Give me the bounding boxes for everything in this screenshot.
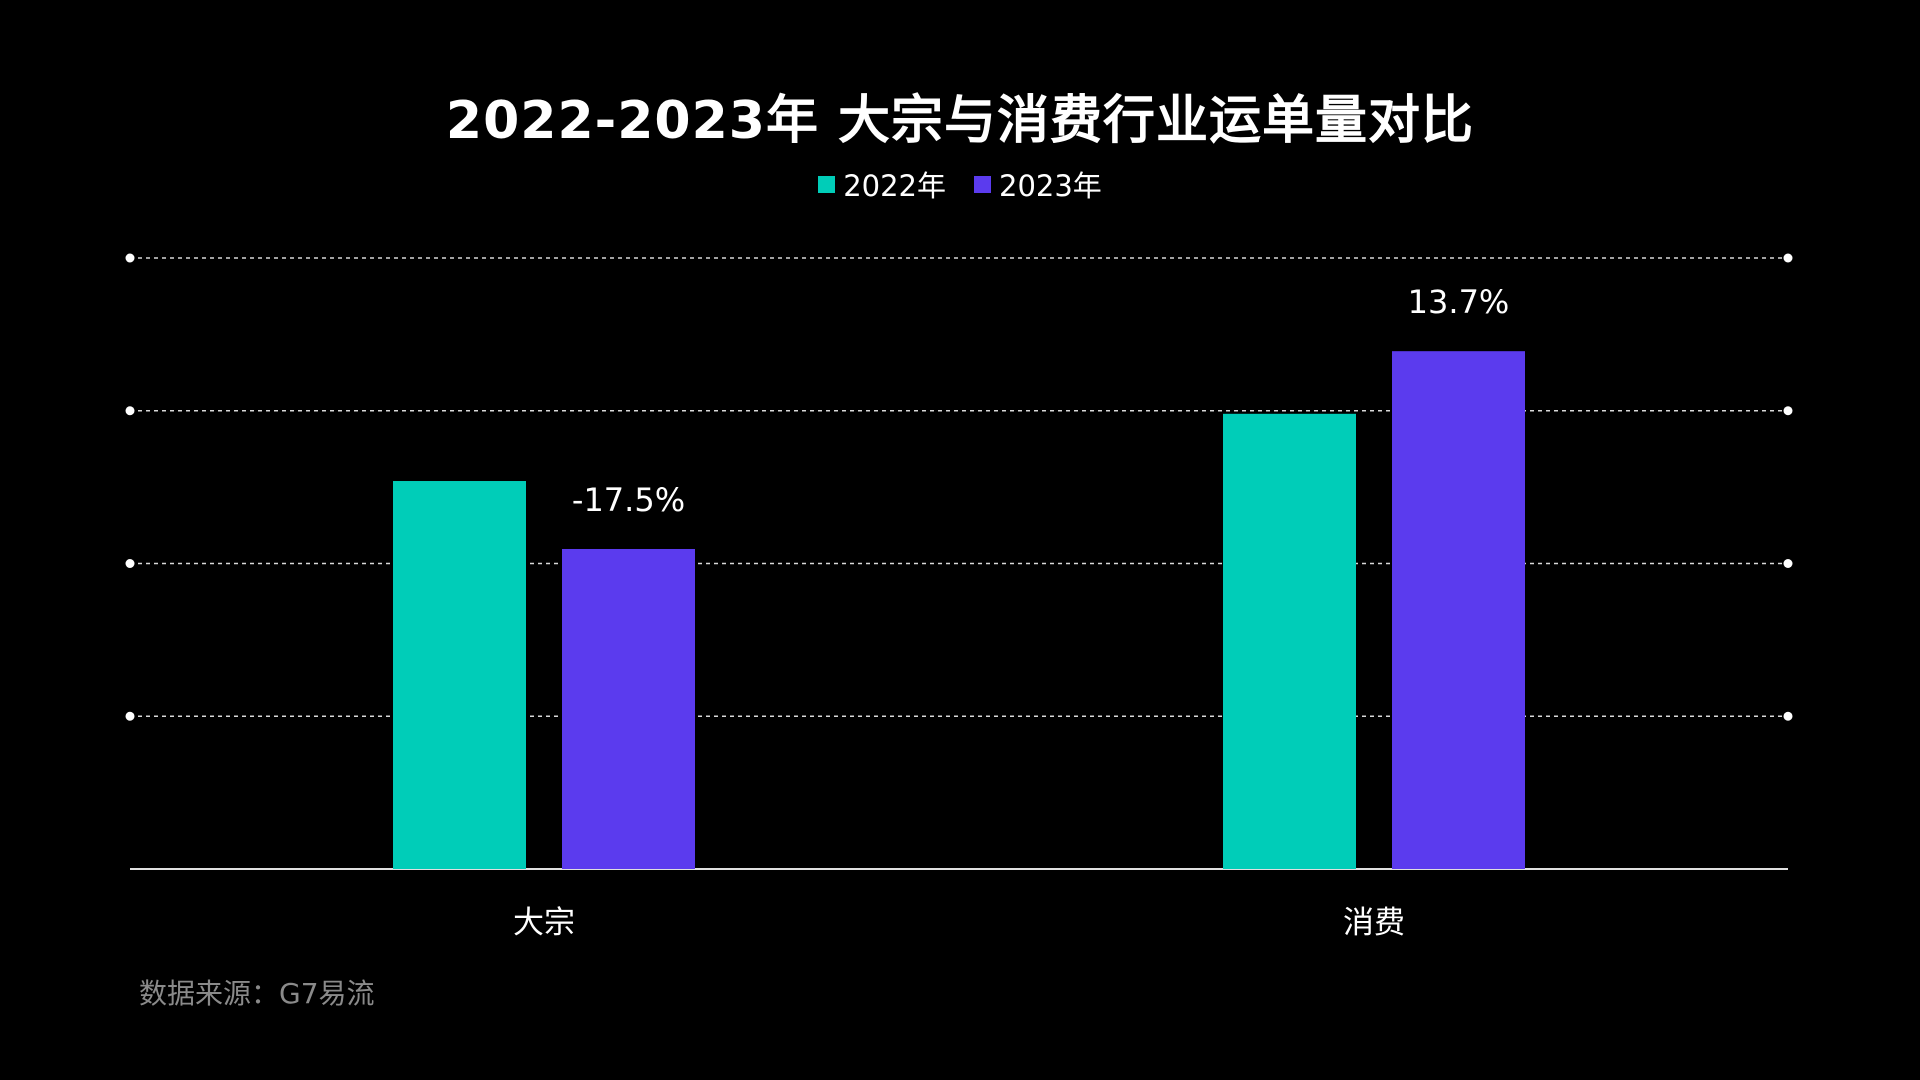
legend-swatch-2022 <box>818 175 836 193</box>
gridline-dot <box>125 253 135 263</box>
data-label: -17.5% <box>572 481 685 519</box>
chart-title: 2022-2023年 大宗与消费行业运单量对比 <box>445 91 1475 151</box>
bar-2-2 <box>1392 351 1525 869</box>
gridline-dot <box>1783 559 1793 568</box>
gridline-dot <box>1783 253 1793 263</box>
legend-label-2023: 2023年 <box>999 169 1102 203</box>
gridline-dot <box>125 559 135 568</box>
gridline-dot <box>125 711 135 721</box>
legend-swatch-2023 <box>974 175 991 193</box>
legend-item-2022: 2022年 <box>818 163 946 205</box>
legend-item-2023: 2023年 <box>974 163 1102 205</box>
legend: 2022年 2023年 <box>0 163 1920 205</box>
legend-label-2022: 2022年 <box>843 169 946 203</box>
bar-1-2 <box>562 548 695 869</box>
data-label: 13.7% <box>1408 283 1510 321</box>
gridline-dot <box>1783 406 1793 416</box>
gridline-dot <box>1783 711 1793 721</box>
bar-1-1 <box>393 481 526 869</box>
x-tick-label: 大宗 <box>513 905 575 941</box>
bar-2-1 <box>1223 413 1356 869</box>
x-tick-label: 消费 <box>1343 905 1405 941</box>
source-note: 数据来源：G7易流 <box>139 977 375 1010</box>
gridline-dot <box>125 406 135 416</box>
